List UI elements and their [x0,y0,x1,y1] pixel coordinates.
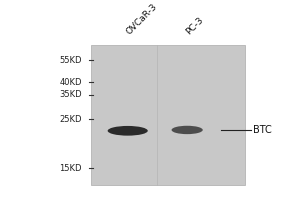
Ellipse shape [172,126,203,134]
Text: PC-3: PC-3 [184,15,205,36]
Ellipse shape [108,126,148,136]
Text: 25KD: 25KD [59,115,82,124]
FancyBboxPatch shape [91,45,245,185]
Text: 15KD: 15KD [59,164,82,173]
Text: 35KD: 35KD [59,90,82,99]
Text: 40KD: 40KD [59,78,82,87]
Text: BTC: BTC [253,125,271,135]
Text: OVCaR-3: OVCaR-3 [124,2,159,36]
Text: 55KD: 55KD [59,56,82,65]
